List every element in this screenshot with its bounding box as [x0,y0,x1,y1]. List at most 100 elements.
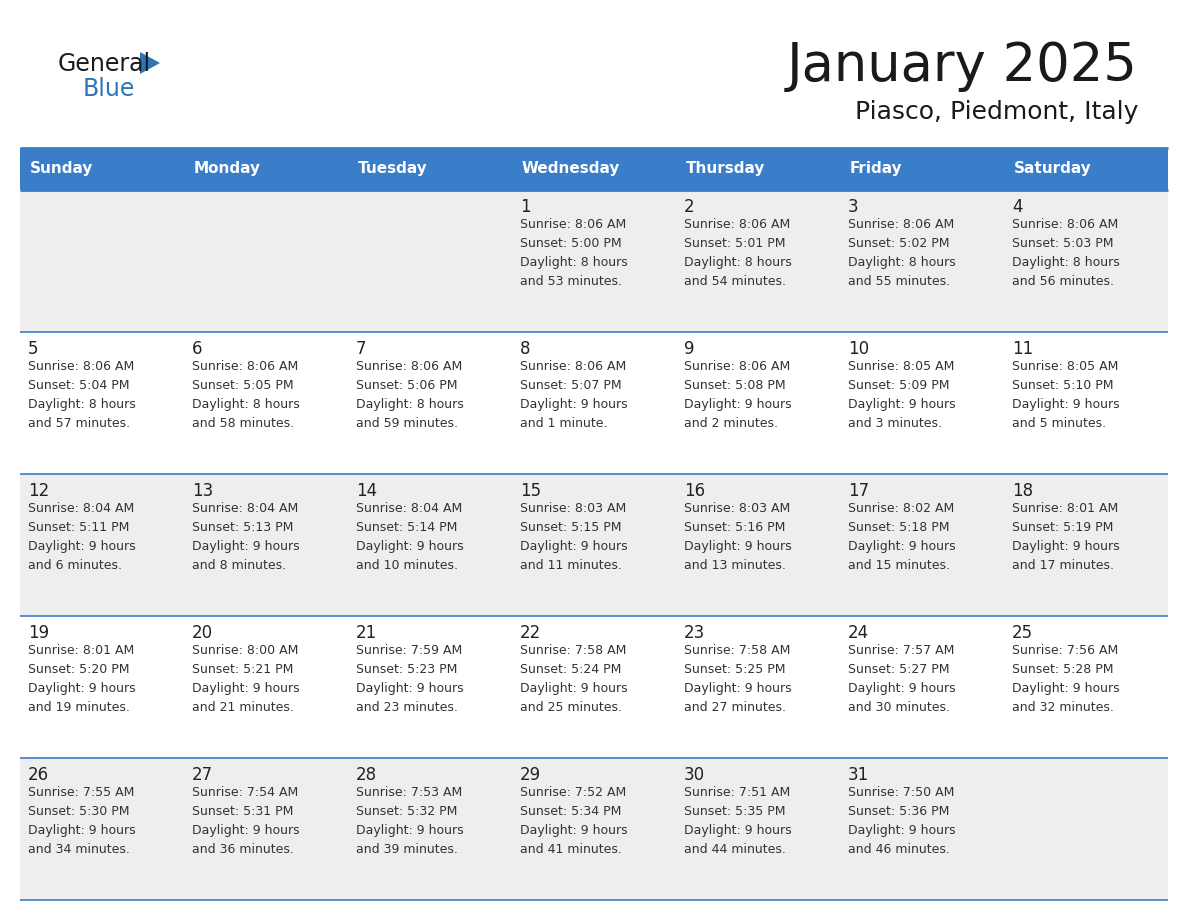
Text: Sunrise: 7:55 AM: Sunrise: 7:55 AM [29,786,134,799]
Text: Monday: Monday [194,162,261,176]
Bar [184,474,348,616]
Text: Sunrise: 8:06 AM: Sunrise: 8:06 AM [29,360,134,373]
Text: Sunday: Sunday [30,162,94,176]
Text: and 53 minutes.: and 53 minutes. [520,275,623,288]
Text: 31: 31 [848,766,870,784]
Text: Daylight: 8 hours: Daylight: 8 hours [684,256,791,269]
Text: Wednesday: Wednesday [522,162,620,176]
Text: Sunset: 5:00 PM: Sunset: 5:00 PM [520,237,621,250]
Bar [348,148,512,190]
Text: Sunrise: 7:52 AM: Sunrise: 7:52 AM [520,786,626,799]
Text: 16: 16 [684,482,706,500]
Text: Saturday: Saturday [1015,162,1092,176]
Text: Daylight: 9 hours: Daylight: 9 hours [848,682,955,695]
Text: Sunrise: 8:06 AM: Sunrise: 8:06 AM [684,218,790,231]
Text: and 56 minutes.: and 56 minutes. [1012,275,1114,288]
Text: and 17 minutes.: and 17 minutes. [1012,559,1114,572]
Bar [676,332,840,474]
Bar [840,190,1004,332]
Text: 9: 9 [684,340,695,358]
Bar [676,148,840,190]
Text: 15: 15 [520,482,541,500]
Text: Sunrise: 7:56 AM: Sunrise: 7:56 AM [1012,644,1118,657]
Bar [676,616,840,758]
Text: and 10 minutes.: and 10 minutes. [356,559,459,572]
Text: Daylight: 9 hours: Daylight: 9 hours [684,398,791,411]
Bar [20,474,184,616]
Text: Sunrise: 8:04 AM: Sunrise: 8:04 AM [29,502,134,515]
Text: Sunset: 5:35 PM: Sunset: 5:35 PM [684,805,785,818]
Text: Daylight: 9 hours: Daylight: 9 hours [1012,540,1119,553]
Text: 30: 30 [684,766,706,784]
Text: Daylight: 9 hours: Daylight: 9 hours [684,540,791,553]
Text: and 44 minutes.: and 44 minutes. [684,843,786,856]
Text: Sunrise: 7:59 AM: Sunrise: 7:59 AM [356,644,462,657]
Text: Sunrise: 7:50 AM: Sunrise: 7:50 AM [848,786,954,799]
Text: Sunset: 5:31 PM: Sunset: 5:31 PM [192,805,293,818]
Text: Daylight: 9 hours: Daylight: 9 hours [356,682,463,695]
Text: Sunset: 5:20 PM: Sunset: 5:20 PM [29,663,129,676]
Text: 27: 27 [192,766,213,784]
Bar [840,758,1004,900]
Text: and 19 minutes.: and 19 minutes. [29,701,129,714]
Text: Daylight: 9 hours: Daylight: 9 hours [520,682,627,695]
Text: and 6 minutes.: and 6 minutes. [29,559,122,572]
Text: Sunrise: 8:05 AM: Sunrise: 8:05 AM [848,360,954,373]
Text: 13: 13 [192,482,214,500]
Bar [840,616,1004,758]
Text: Sunset: 5:16 PM: Sunset: 5:16 PM [684,521,785,534]
Text: Piasco, Piedmont, Italy: Piasco, Piedmont, Italy [854,100,1138,124]
Bar [1004,616,1168,758]
Text: Sunset: 5:27 PM: Sunset: 5:27 PM [848,663,949,676]
Text: 19: 19 [29,624,49,642]
Bar [1004,474,1168,616]
Text: Daylight: 9 hours: Daylight: 9 hours [356,540,463,553]
Text: and 3 minutes.: and 3 minutes. [848,417,942,430]
Text: Sunset: 5:23 PM: Sunset: 5:23 PM [356,663,457,676]
Bar [348,332,512,474]
Text: Daylight: 9 hours: Daylight: 9 hours [192,682,299,695]
Text: 7: 7 [356,340,367,358]
Text: 28: 28 [356,766,377,784]
Text: and 54 minutes.: and 54 minutes. [684,275,786,288]
Text: Sunset: 5:36 PM: Sunset: 5:36 PM [848,805,949,818]
Bar [20,332,184,474]
Text: Sunrise: 8:06 AM: Sunrise: 8:06 AM [684,360,790,373]
Text: and 46 minutes.: and 46 minutes. [848,843,950,856]
Text: Sunset: 5:05 PM: Sunset: 5:05 PM [192,379,293,392]
Bar [512,148,676,190]
Text: Sunrise: 7:57 AM: Sunrise: 7:57 AM [848,644,954,657]
Text: 5: 5 [29,340,38,358]
Text: 29: 29 [520,766,541,784]
Bar [20,148,184,190]
Text: Sunset: 5:06 PM: Sunset: 5:06 PM [356,379,457,392]
Bar [20,190,184,332]
Text: Sunset: 5:07 PM: Sunset: 5:07 PM [520,379,621,392]
Bar [676,474,840,616]
Text: and 11 minutes.: and 11 minutes. [520,559,621,572]
Text: Daylight: 9 hours: Daylight: 9 hours [192,540,299,553]
Text: Daylight: 9 hours: Daylight: 9 hours [29,540,135,553]
Text: Sunrise: 8:03 AM: Sunrise: 8:03 AM [520,502,626,515]
Text: 18: 18 [1012,482,1034,500]
Bar [184,758,348,900]
Text: and 1 minute.: and 1 minute. [520,417,607,430]
Text: Sunrise: 8:06 AM: Sunrise: 8:06 AM [848,218,954,231]
Text: 14: 14 [356,482,377,500]
Text: 17: 17 [848,482,870,500]
Text: Sunrise: 7:51 AM: Sunrise: 7:51 AM [684,786,790,799]
Text: 26: 26 [29,766,49,784]
Text: Sunrise: 8:02 AM: Sunrise: 8:02 AM [848,502,954,515]
Text: and 25 minutes.: and 25 minutes. [520,701,623,714]
Bar [840,332,1004,474]
Text: Sunset: 5:24 PM: Sunset: 5:24 PM [520,663,621,676]
Text: 12: 12 [29,482,49,500]
Bar [184,332,348,474]
Text: Sunset: 5:08 PM: Sunset: 5:08 PM [684,379,785,392]
Text: 21: 21 [356,624,378,642]
Text: Thursday: Thursday [685,162,765,176]
Text: Sunrise: 8:04 AM: Sunrise: 8:04 AM [192,502,298,515]
Text: and 5 minutes.: and 5 minutes. [1012,417,1106,430]
Text: and 15 minutes.: and 15 minutes. [848,559,950,572]
Text: Daylight: 9 hours: Daylight: 9 hours [520,540,627,553]
